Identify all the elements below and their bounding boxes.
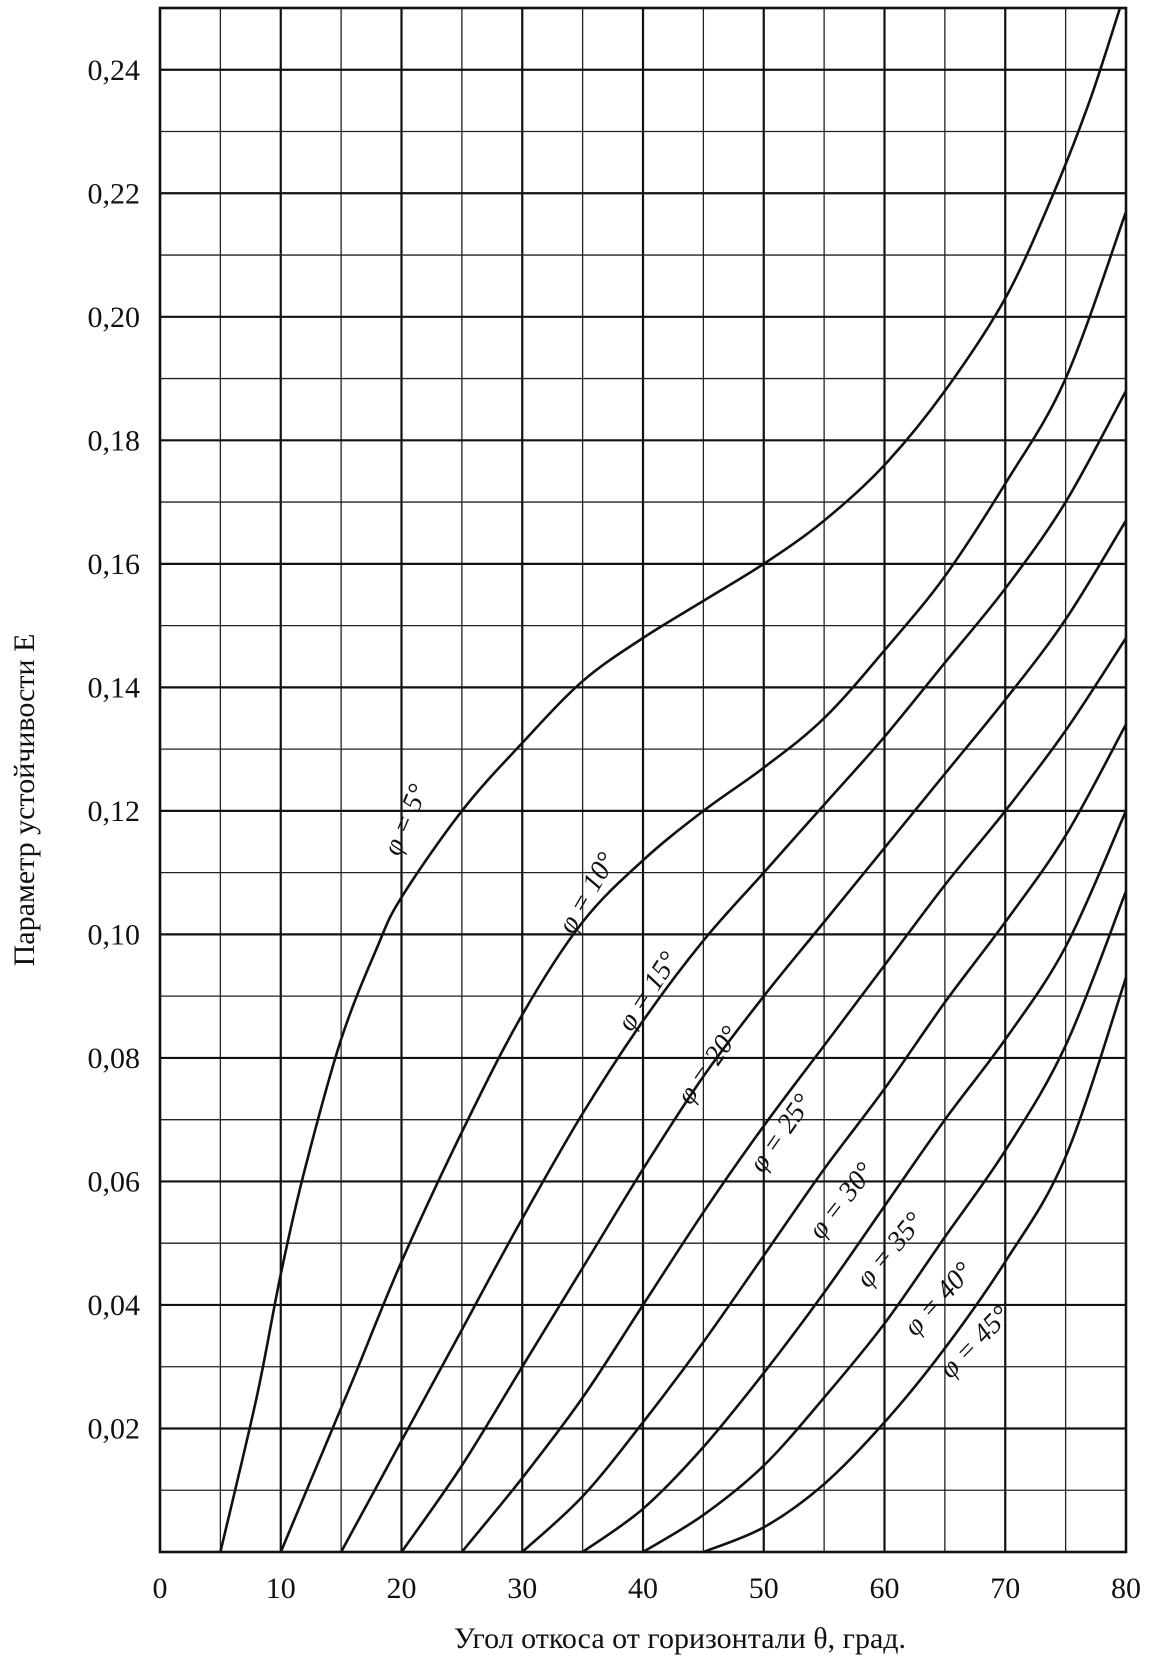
series-9 — [702, 977, 1128, 1554]
y-tick-label: 0,18 — [88, 424, 141, 457]
series-line — [521, 723, 1128, 1553]
y-tick-label: 0,22 — [88, 177, 141, 210]
series-line — [219, 7, 1122, 1553]
x-tick-label: 40 — [628, 1572, 658, 1605]
y-tick-label: 0,14 — [88, 671, 141, 704]
x-tick-label: 0 — [153, 1572, 168, 1605]
y-tick-label: 0,04 — [88, 1289, 141, 1322]
series-8 — [642, 890, 1128, 1554]
x-axis-title: Угол откоса от горизонтали θ, град. — [454, 1622, 906, 1655]
series-5 — [460, 637, 1128, 1553]
x-tick-label: 30 — [507, 1572, 537, 1605]
series-line — [702, 977, 1128, 1554]
y-tick-label: 0,10 — [88, 918, 141, 951]
series-line — [279, 211, 1128, 1553]
series-line — [460, 637, 1128, 1553]
plot-frame — [158, 6, 1128, 1554]
series-6 — [521, 723, 1128, 1553]
y-tick-label: 0,16 — [88, 548, 141, 581]
series-7 — [581, 810, 1128, 1554]
x-tick-label: 70 — [990, 1572, 1020, 1605]
x-tick-label: 20 — [387, 1572, 417, 1605]
x-tick-label: 60 — [870, 1572, 900, 1605]
series-line — [642, 890, 1128, 1554]
x-tick-label: 80 — [1111, 1572, 1141, 1605]
y-axis-title: Параметр устойчивости E — [8, 634, 41, 967]
series-label: φ = 5° — [377, 780, 434, 860]
series-line — [339, 390, 1128, 1553]
series-line — [581, 810, 1128, 1554]
y-tick-label: 0,12 — [88, 795, 141, 828]
series-3 — [339, 390, 1128, 1553]
series-label: φ = 10° — [552, 847, 623, 938]
y-tick-label: 0,24 — [88, 54, 141, 87]
series-line — [400, 519, 1128, 1553]
series-label: φ = 35° — [850, 1207, 930, 1294]
series-1 — [219, 7, 1122, 1553]
y-tick-label: 0,08 — [88, 1042, 141, 1075]
series-4 — [400, 519, 1128, 1553]
y-tick-label: 0,02 — [88, 1412, 141, 1445]
y-tick-label: 0,06 — [88, 1165, 141, 1198]
x-tick-label: 10 — [266, 1572, 296, 1605]
x-tick-label: 50 — [749, 1572, 779, 1605]
series-label: φ = 30° — [802, 1157, 880, 1245]
curve-labels: φ = 5°φ = 10°φ = 15°φ = 20°φ = 25°φ = 30… — [377, 780, 1016, 1385]
series-2 — [279, 211, 1128, 1553]
curves — [219, 7, 1128, 1554]
y-tick-label: 0,20 — [88, 301, 141, 334]
series-label: φ = 15° — [611, 946, 685, 1036]
tick-labels: 0 10 20 30 40 50 60 70 80 0,02 0,04 0,06 0,08 0,10 0,1… — [88, 54, 1142, 1605]
grid — [160, 8, 1126, 1552]
series-label: φ = 20° — [671, 1021, 747, 1111]
